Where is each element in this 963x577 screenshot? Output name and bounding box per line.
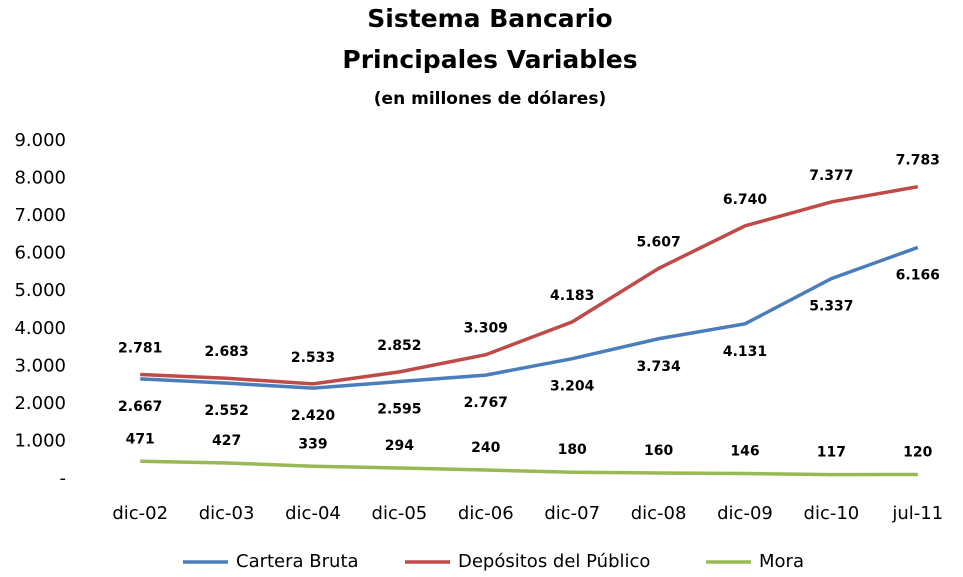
y-tick-label: 1.000 (14, 430, 66, 451)
x-tick-label: dic-03 (199, 503, 255, 524)
y-tick-label: 9.000 (14, 130, 66, 151)
data-label: 2.767 (464, 395, 508, 411)
y-tick-label: 6.000 (14, 243, 66, 264)
x-tick-label: jul-11 (891, 503, 943, 524)
y-tick-label: 4.000 (14, 318, 66, 339)
data-label: 339 (298, 436, 327, 452)
data-label: 3.309 (464, 321, 508, 337)
legend-label: Mora (759, 551, 804, 572)
chart-title: Principales Variables (342, 45, 637, 74)
data-label: 2.420 (291, 408, 336, 424)
data-label: 427 (212, 433, 241, 449)
x-tick-label: dic-07 (544, 503, 600, 524)
data-label: 3.204 (550, 379, 595, 395)
data-label: 294 (385, 438, 414, 454)
x-tick-label: dic-06 (458, 503, 514, 524)
x-tick-label: dic-09 (717, 503, 773, 524)
x-tick-label: dic-08 (631, 503, 687, 524)
series-line (140, 459, 918, 477)
chart-title: Sistema Bancario (367, 4, 612, 33)
x-tick-label: dic-02 (112, 503, 168, 524)
series-line (140, 245, 919, 390)
data-label: 2.781 (118, 341, 162, 357)
legend-label: Depósitos del Público (458, 551, 650, 572)
data-label: 2.683 (204, 344, 248, 360)
data-label: 2.667 (118, 399, 162, 415)
series-line (140, 184, 919, 386)
x-tick-label: dic-04 (285, 503, 341, 524)
data-label: 6.740 (723, 192, 768, 208)
data-label: 120 (903, 444, 932, 460)
data-label: 2.595 (377, 402, 421, 418)
data-label: 160 (644, 443, 673, 459)
data-label: 2.852 (377, 338, 421, 354)
data-label: 117 (817, 445, 846, 461)
x-tick-label: dic-10 (804, 503, 860, 524)
y-tick-label: 7.000 (14, 205, 66, 226)
data-label: 3.734 (636, 359, 681, 375)
data-label: 2.533 (291, 350, 335, 366)
y-tick-label: 5.000 (14, 280, 66, 301)
y-tick-label: 2.000 (14, 393, 66, 414)
data-label: 6.166 (896, 267, 940, 283)
data-label: 4.131 (723, 344, 767, 360)
data-label: 5.337 (809, 299, 853, 315)
data-label: 146 (730, 444, 759, 460)
data-label: 471 (126, 431, 155, 447)
data-label: 2.552 (204, 403, 248, 419)
data-label: 240 (471, 440, 500, 456)
y-tick-label: 8.000 (14, 168, 66, 189)
data-label: 7.377 (809, 168, 853, 184)
data-label: 7.783 (896, 153, 940, 169)
legend-label: Cartera Bruta (236, 551, 359, 572)
data-label: 4.183 (550, 288, 594, 304)
x-tick-label: dic-05 (372, 503, 428, 524)
y-tick-label: 3.000 (14, 355, 66, 376)
data-label: 5.607 (636, 234, 680, 250)
chart-subtitle: (en millones de dólares) (374, 89, 606, 109)
data-label: 180 (558, 442, 587, 458)
y-tick-label: - (60, 468, 67, 489)
